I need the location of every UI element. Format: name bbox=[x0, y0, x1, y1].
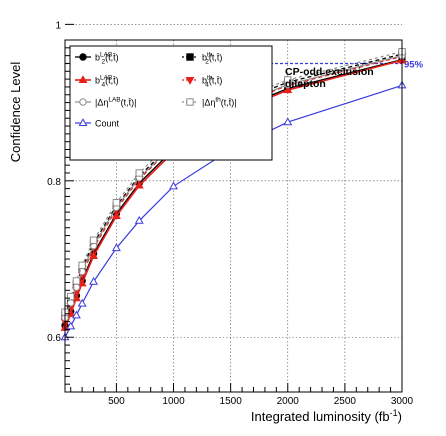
legend-entry-0: bLAB 2(t,t̄) bbox=[95, 52, 119, 66]
x-axis-title-unit-exponent: -1 bbox=[390, 408, 398, 418]
legend: bLAB 2(t,t̄) bth 2(t,t̄) bLAB 4(t,t̄) bth 4(t,t… bbox=[69, 45, 273, 161]
data-point bbox=[89, 251, 99, 259]
reference-line-label: 95% bbox=[404, 59, 424, 70]
data-point bbox=[283, 117, 293, 126]
annotation-dilepton: dilepton bbox=[285, 78, 326, 90]
legend-entry-5: |Δηth(t,t̄)| bbox=[202, 97, 237, 108]
data-point bbox=[111, 211, 121, 220]
data-point bbox=[135, 169, 143, 177]
y-tick-label: 0.6 bbox=[47, 333, 61, 344]
data-point bbox=[77, 298, 87, 307]
data-point bbox=[67, 292, 75, 301]
legend-marker-6 bbox=[78, 118, 88, 127]
x-axis-title: Integrated luminosity (fb-1) bbox=[251, 408, 402, 424]
annotation-cp-odd-exclusion: CP-odd exclusion bbox=[285, 66, 374, 78]
data-point bbox=[111, 243, 121, 252]
data-point bbox=[77, 278, 87, 287]
data-point bbox=[89, 236, 98, 244]
data-point bbox=[169, 181, 178, 190]
y-tick-label: 0.8 bbox=[47, 177, 61, 188]
data-point bbox=[66, 308, 76, 317]
y-axis-title: Confidence Level bbox=[8, 62, 23, 163]
x-tick-label: 500 bbox=[108, 396, 125, 407]
y-tick-label: 1 bbox=[55, 20, 61, 31]
data-point bbox=[72, 277, 81, 285]
data-point bbox=[284, 76, 292, 84]
plot-frame bbox=[64, 39, 403, 393]
legend-entry-1: bth 2(t,t̄) bbox=[202, 52, 222, 66]
data-point bbox=[71, 293, 81, 302]
data-point bbox=[89, 276, 99, 285]
legend-marker-5 bbox=[186, 98, 194, 106]
x-axis-title-main: Integrated luminosity (fb bbox=[251, 409, 390, 424]
legend-box bbox=[69, 45, 273, 161]
legend-marker-2 bbox=[78, 75, 88, 84]
x-axis-title-close: ) bbox=[398, 409, 402, 424]
data-point bbox=[67, 299, 75, 307]
data-point bbox=[112, 199, 121, 207]
x-tick-label: 1500 bbox=[220, 396, 243, 407]
x-tick-label: 2000 bbox=[277, 396, 300, 407]
axis-layer: 500 1000 1500 2000 2500 3000 0.6 0.8 1 bbox=[47, 20, 413, 407]
x-tick-label: 3000 bbox=[391, 396, 414, 407]
legend-marker-1 bbox=[186, 53, 194, 61]
legend-marker-0 bbox=[79, 53, 87, 61]
legend-entry-4: |ΔηLAB(t,t̄)| bbox=[95, 97, 137, 108]
legend-entry-3: bth 4(t,t̄) bbox=[202, 75, 222, 89]
legend-marker-3 bbox=[185, 76, 195, 85]
x-tick-label: 2500 bbox=[334, 396, 357, 407]
legend-entry-2: bLAB 4(t,t̄) bbox=[95, 75, 119, 89]
legend-marker-4 bbox=[79, 98, 87, 106]
data-point bbox=[66, 321, 76, 330]
data-point bbox=[78, 261, 86, 269]
x-tick-label: 1000 bbox=[162, 396, 185, 407]
data-point bbox=[134, 215, 144, 224]
data-point bbox=[71, 310, 81, 319]
data-point bbox=[134, 180, 144, 189]
legend-entry-6: Count bbox=[95, 119, 120, 129]
